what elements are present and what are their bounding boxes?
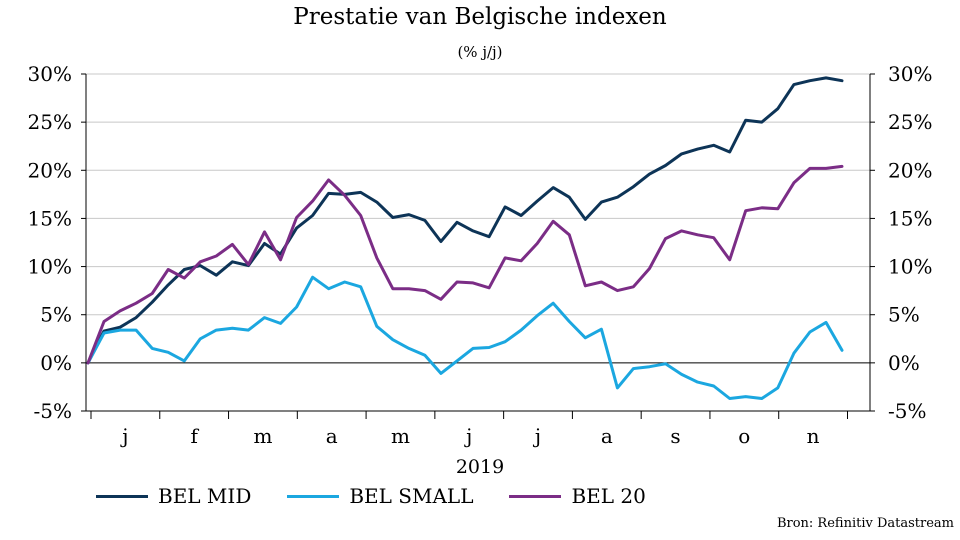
x-tick-label: j — [120, 424, 128, 448]
legend: BEL MID BEL SMALL BEL 20 — [96, 484, 682, 508]
x-tick-label: j — [533, 424, 541, 448]
series-line-bel-small — [86, 275, 844, 400]
y-tick-label-left: -5% — [34, 399, 73, 423]
y-tick-label-right: 10% — [888, 255, 932, 279]
x-tick-label: s — [670, 424, 680, 448]
legend-swatch-bel-small — [287, 494, 340, 498]
y-tick-label-right: -5% — [888, 399, 927, 423]
x-tick-label: j — [464, 424, 472, 448]
series-line-bel-mid — [86, 76, 844, 365]
legend-label-bel-20: BEL 20 — [571, 484, 646, 508]
x-axis-label: 2019 — [456, 456, 504, 478]
chart-title: Prestatie van Belgische indexen — [293, 4, 667, 30]
y-tick-label-right: 30% — [888, 62, 932, 86]
y-tick-label-right: 20% — [888, 158, 932, 182]
y-tick-label-right: 15% — [888, 206, 932, 230]
y-tick-label-right: 5% — [888, 303, 920, 327]
y-tick-label-left: 25% — [28, 110, 72, 134]
legend-label-bel-mid: BEL MID — [158, 484, 252, 508]
x-tick-label: m — [253, 424, 272, 448]
legend-label-bel-small: BEL SMALL — [349, 484, 474, 508]
x-tick-label: f — [190, 424, 199, 448]
x-tick-label: a — [326, 424, 338, 448]
y-tick-label-right: 25% — [888, 110, 932, 134]
chart-subtitle: (% j/j) — [457, 43, 503, 61]
x-tick-label: a — [601, 424, 613, 448]
y-tick-label-left: 15% — [28, 206, 72, 230]
x-tick-label: o — [738, 424, 750, 448]
y-tick-label-left: 0% — [40, 351, 72, 375]
y-tick-label-left: 10% — [28, 255, 72, 279]
source-note: Bron: Refinitiv Datastream — [776, 516, 954, 531]
legend-item-bel-small: BEL SMALL — [287, 484, 473, 508]
legend-swatch-bel-mid — [96, 494, 148, 498]
legend-item-bel-mid: BEL MID — [96, 484, 251, 508]
series-line-bel-20 — [86, 164, 844, 365]
y-tick-label-left: 5% — [40, 303, 72, 327]
x-tick-label: n — [807, 424, 820, 448]
y-tick-label-right: 0% — [888, 351, 920, 375]
legend-swatch-bel-20 — [509, 494, 562, 498]
y-tick-label-left: 20% — [28, 158, 72, 182]
y-tick-label-left: 30% — [28, 62, 72, 86]
x-tick-label: m — [391, 424, 410, 448]
legend-item-bel-20: BEL 20 — [509, 484, 646, 508]
